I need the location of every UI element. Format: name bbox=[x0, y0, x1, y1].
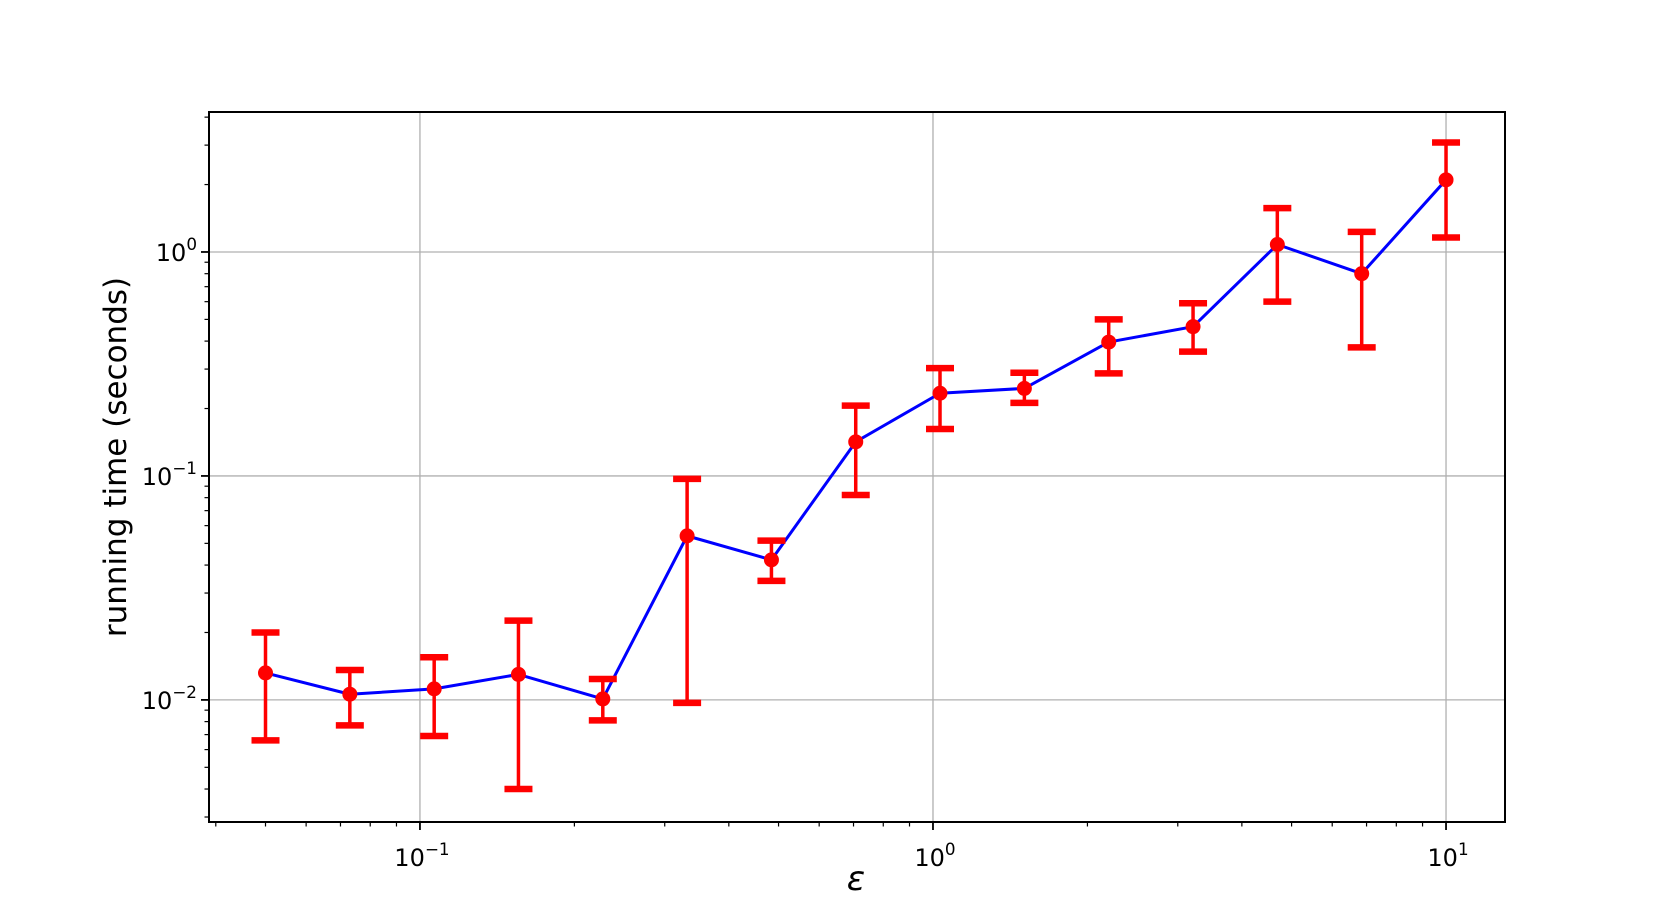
x-tick-label: 100 bbox=[914, 839, 955, 872]
data-point-marker bbox=[595, 691, 611, 707]
data-point-marker bbox=[1269, 236, 1285, 252]
x-axis-title: ε bbox=[846, 859, 866, 899]
data-point-marker bbox=[1185, 319, 1201, 335]
data-point-marker bbox=[679, 528, 695, 544]
x-tick-label: 10−1 bbox=[394, 839, 449, 872]
y-axis-title: running time (seconds) bbox=[98, 276, 134, 638]
data-point-marker bbox=[1354, 266, 1370, 282]
data-point-marker bbox=[426, 681, 442, 697]
data-point-marker bbox=[1438, 172, 1454, 188]
plot-border bbox=[208, 111, 1506, 823]
data-point-marker bbox=[258, 665, 274, 681]
data-point-marker bbox=[342, 686, 358, 702]
data-point-marker bbox=[1101, 334, 1117, 350]
y-tick-label: 10−1 bbox=[142, 458, 197, 491]
data-point-marker bbox=[1016, 380, 1032, 396]
data-point-marker bbox=[763, 552, 779, 568]
data-point-marker bbox=[932, 385, 948, 401]
y-tick-label: 100 bbox=[156, 234, 197, 267]
x-tick-label: 101 bbox=[1427, 839, 1468, 872]
data-point-marker bbox=[848, 434, 864, 450]
y-tick-label: 10−2 bbox=[142, 682, 197, 715]
data-point-marker bbox=[510, 666, 526, 682]
